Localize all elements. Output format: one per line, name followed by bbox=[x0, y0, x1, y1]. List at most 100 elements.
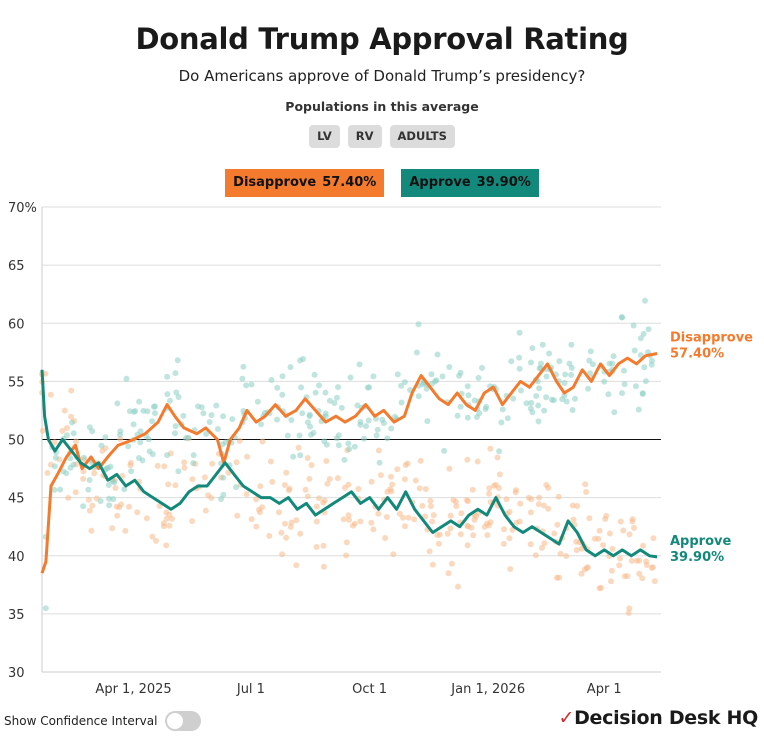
legend-approve[interactable]: Approve 39.90% bbox=[401, 169, 539, 197]
approve-poll-dot bbox=[324, 480, 331, 487]
approve-poll-dot bbox=[595, 535, 602, 542]
approve-poll-dot bbox=[44, 470, 51, 476]
approve-poll-dot bbox=[512, 489, 519, 496]
disapprove-poll-dot bbox=[85, 486, 92, 493]
disapprove-poll-dot bbox=[640, 330, 647, 337]
disapprove-poll-dot bbox=[473, 414, 480, 420]
approve-poll-dot bbox=[603, 512, 610, 519]
y-tick-label: 55 bbox=[8, 375, 25, 390]
approve-poll-dot bbox=[422, 513, 429, 520]
disapprove-poll-dot bbox=[274, 416, 280, 423]
disapprove-poll-dot bbox=[240, 363, 247, 370]
disapprove-poll-dot bbox=[457, 403, 464, 410]
disapprove-poll-dot bbox=[123, 375, 130, 382]
disapprove-poll-dot bbox=[80, 454, 87, 461]
approve-poll-dot bbox=[446, 465, 453, 472]
approve-poll-dot bbox=[375, 447, 382, 454]
disapprove-poll-dot bbox=[528, 399, 535, 406]
disapprove-poll-dot bbox=[144, 408, 151, 415]
disapprove-poll-dot bbox=[106, 495, 112, 502]
disapprove-poll-dot bbox=[618, 314, 625, 321]
approve-poll-dot bbox=[527, 541, 534, 548]
disapprove-poll-dot bbox=[287, 364, 294, 371]
approve-poll-dot bbox=[387, 486, 394, 493]
disapprove-poll-dot bbox=[630, 322, 637, 329]
approve-poll-dot bbox=[570, 516, 577, 523]
approve-poll-dot bbox=[643, 558, 650, 565]
population-pill-lv[interactable]: LV bbox=[309, 125, 340, 148]
population-pill-adults[interactable]: ADULTS bbox=[389, 125, 455, 148]
approve-poll-dot bbox=[161, 463, 168, 470]
y-tick-label: 40 bbox=[8, 550, 25, 565]
approve-poll-dot bbox=[149, 533, 156, 540]
axis-labels-layer: 70% 65 60 55 50 45 40 35 30 Apr 1, 2025 Jul 1 Oct 1… bbox=[8, 201, 753, 697]
disapprove-poll-dot bbox=[621, 381, 628, 388]
approve-poll-dot bbox=[304, 455, 311, 461]
approve-poll-dot bbox=[584, 564, 591, 571]
approve-poll-dot bbox=[617, 518, 624, 525]
disapprove-poll-dot bbox=[322, 389, 329, 396]
disapprove-end-value: 57.40% bbox=[670, 346, 724, 361]
disapprove-poll-dot bbox=[135, 455, 142, 461]
approve-poll-dot bbox=[163, 542, 170, 549]
legend-approve-value: 39.90% bbox=[476, 175, 531, 190]
disapprove-poll-dot bbox=[533, 393, 540, 399]
disapprove-poll-dot bbox=[361, 435, 367, 442]
poll-dots-layer bbox=[39, 297, 658, 616]
approve-poll-dot bbox=[401, 476, 408, 483]
disapprove-poll-dot bbox=[641, 364, 648, 371]
disapprove-poll-dot bbox=[401, 379, 408, 386]
disapprove-poll-dot bbox=[297, 357, 304, 364]
approve-poll-dot bbox=[426, 548, 433, 555]
approve-poll-dot bbox=[527, 509, 534, 516]
disapprove-poll-dot bbox=[483, 403, 490, 410]
approve-poll-dot bbox=[389, 481, 396, 488]
disapprove-poll-dot bbox=[67, 464, 74, 471]
disapprove-poll-dot bbox=[610, 353, 617, 360]
disapprove-poll-dot bbox=[128, 468, 135, 475]
approve-poll-dot bbox=[464, 522, 471, 529]
y-tick-label: 30 bbox=[8, 666, 25, 681]
chart-subtitle: Do Americans approve of Donald Trump’s p… bbox=[178, 67, 586, 85]
approve-poll-dot bbox=[91, 470, 98, 477]
disapprove-poll-dot bbox=[546, 350, 553, 357]
approve-poll-dot bbox=[540, 502, 547, 509]
approve-poll-dot bbox=[266, 532, 273, 539]
approve-poll-dot bbox=[345, 512, 352, 519]
disapprove-poll-dot bbox=[465, 392, 472, 399]
approval-chart[interactable]: 70% 65 60 55 50 45 40 35 30 Apr 1, 2025 Jul 1 Oct 1… bbox=[0, 190, 764, 710]
approve-poll-dot bbox=[306, 475, 313, 482]
disapprove-poll-dot bbox=[543, 373, 550, 380]
approve-poll-dot bbox=[326, 476, 333, 482]
disapprove-poll-dot bbox=[310, 429, 317, 436]
disapprove-poll-dot bbox=[152, 410, 158, 417]
population-pill-rv[interactable]: RV bbox=[347, 125, 382, 148]
disapprove-poll-dot bbox=[279, 373, 286, 380]
x-tick-label: Jul 1 bbox=[236, 682, 265, 697]
approve-poll-dot bbox=[59, 427, 66, 434]
approve-poll-dot bbox=[343, 552, 350, 559]
legend-approve-label: Approve bbox=[409, 175, 471, 190]
disapprove-poll-dot bbox=[213, 402, 220, 409]
disapprove-poll-dot bbox=[370, 373, 377, 380]
approve-poll-dot bbox=[545, 505, 552, 512]
approve-poll-dot bbox=[68, 413, 75, 420]
disapprove-poll-dot bbox=[233, 484, 240, 491]
disapprove-poll-dot bbox=[529, 345, 536, 352]
confidence-interval-toggle[interactable] bbox=[165, 711, 202, 731]
disapprove-poll-dot bbox=[471, 397, 478, 404]
disapprove-poll-dot bbox=[258, 421, 264, 428]
approve-poll-dot bbox=[543, 481, 550, 488]
legend-disapprove[interactable]: Disapprove 57.40% bbox=[225, 169, 385, 197]
approve-poll-dot bbox=[375, 510, 382, 517]
approve-poll-dot bbox=[464, 542, 471, 549]
approve-poll-dot bbox=[636, 557, 643, 564]
approve-poll-dot bbox=[608, 578, 614, 585]
approve-poll-dot bbox=[209, 460, 216, 467]
disapprove-poll-dot bbox=[637, 352, 644, 359]
approve-trend-line bbox=[40, 369, 658, 559]
approve-poll-dot bbox=[448, 560, 455, 567]
approve-poll-dot bbox=[80, 475, 87, 482]
disapprove-poll-dot bbox=[248, 381, 255, 388]
disapprove-poll-dot bbox=[198, 404, 205, 411]
